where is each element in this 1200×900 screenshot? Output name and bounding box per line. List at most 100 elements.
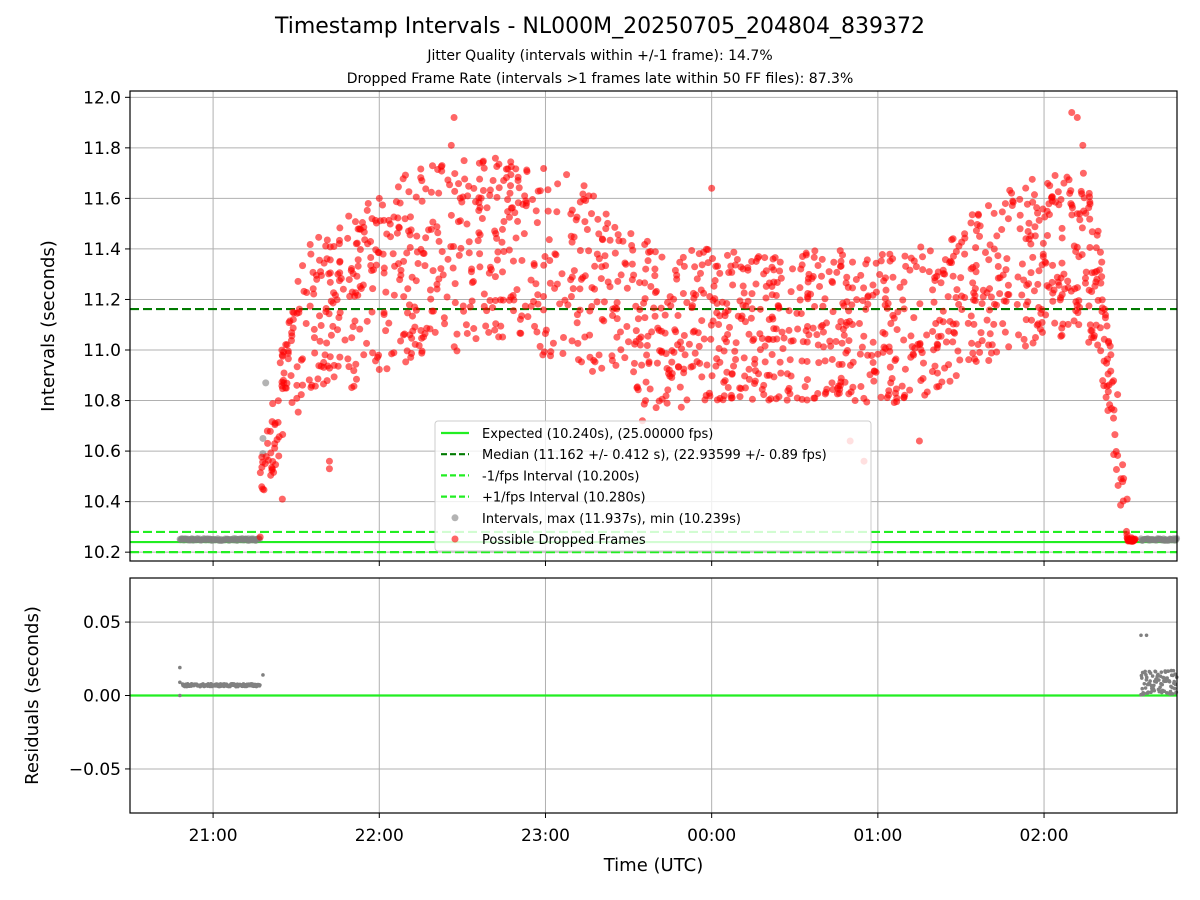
dropped-frame-point: [796, 284, 804, 292]
dropped-frame-point: [845, 307, 853, 315]
dropped-frame-point: [422, 234, 430, 242]
dropped-frame-point: [604, 278, 612, 286]
dropped-frame-point: [672, 328, 680, 336]
dropped-frame-point: [676, 383, 684, 391]
dropped-frame-point: [540, 165, 548, 173]
dropped-frame-point: [505, 213, 513, 221]
legend-label-3: +1/fps Interval (10.280s): [482, 491, 646, 506]
dropped-frame-point: [992, 301, 1000, 309]
dropped-frame-point: [530, 261, 538, 269]
dropped-frame-point: [1049, 297, 1057, 305]
dropped-frame-point: [551, 284, 559, 292]
dropped-frame-point: [348, 288, 356, 296]
dropped-frame-point: [312, 271, 320, 279]
dropped-frame-point: [946, 377, 954, 385]
dropped-frame-point: [1068, 108, 1076, 116]
dropped-frame-point: [733, 255, 741, 263]
dropped-frame-point: [434, 229, 442, 237]
dropped-frame-point: [354, 262, 362, 270]
dropped-frame-point: [1013, 300, 1021, 308]
dropped-frame-point: [1114, 481, 1122, 489]
dropped-frame-point: [803, 357, 811, 365]
dropped-frame-point: [514, 217, 522, 225]
dropped-frame-point: [1023, 200, 1031, 208]
dropped-frame-point: [1082, 268, 1090, 276]
dropped-frame-point: [380, 269, 388, 277]
dropped-frame-point: [422, 185, 430, 193]
dropped-frame-point: [380, 264, 388, 272]
dropped-frame-point: [1111, 431, 1119, 439]
xtick-label: 01:00: [853, 826, 902, 846]
dropped-frame-point: [964, 319, 972, 327]
dropped-frame-point: [998, 226, 1006, 234]
dropped-frame-point: [912, 263, 920, 271]
dropped-frame-point: [1112, 448, 1120, 456]
dropped-frame-point: [1064, 320, 1072, 328]
dropped-frame-point: [256, 469, 264, 477]
residual-point: [1144, 633, 1149, 638]
dropped-frame-point: [1053, 273, 1061, 281]
dropped-frame-point: [640, 400, 648, 408]
dropped-frame-point: [272, 461, 280, 469]
dropped-frame-point: [352, 360, 360, 368]
dropped-frame-point: [934, 341, 942, 349]
dropped-frame-point: [919, 253, 927, 261]
dropped-frame-point: [923, 331, 931, 339]
dropped-frame-point: [1066, 189, 1074, 197]
dropped-frame-point: [409, 327, 417, 335]
dropped-frame-point: [821, 357, 829, 365]
dropped-frame-point: [614, 231, 622, 239]
dropped-frame-point: [799, 253, 807, 261]
dropped-frame-point: [681, 351, 689, 359]
dropped-frame-point: [370, 266, 378, 274]
dropped-frame-point: [383, 365, 391, 373]
dropped-frame-point: [941, 256, 949, 264]
dropped-frame-point: [860, 394, 868, 402]
dropped-frame-point: [352, 240, 360, 248]
dropped-frame-point: [444, 255, 452, 263]
dropped-frame-point: [737, 385, 745, 393]
dropped-frame-point: [485, 328, 493, 336]
dropped-frame-point: [986, 306, 994, 314]
dropped-frame-point: [1049, 261, 1057, 269]
dropped-frame-point: [648, 328, 656, 336]
dropped-frame-point: [688, 246, 696, 254]
dropped-frame-point: [910, 351, 918, 359]
dropped-frame-point: [470, 325, 478, 333]
dropped-frame-point: [457, 244, 465, 252]
legend-label-4: Intervals, max (11.937s), min (10.239s): [482, 512, 741, 527]
dropped-frame-point: [664, 386, 672, 394]
dropped-frame-point: [458, 198, 466, 206]
dropped-frame-point: [297, 391, 305, 399]
dropped-frame-point: [479, 186, 487, 194]
dropped-frame-point: [917, 243, 925, 251]
dropped-frame-point: [507, 293, 515, 301]
dropped-frame-point: [937, 332, 945, 340]
dropped-frame-point: [999, 271, 1007, 279]
dropped-frame-point: [771, 254, 779, 262]
residual-point: [1157, 678, 1161, 682]
dropped-frame-point: [1027, 269, 1035, 277]
dropped-frame-point: [480, 164, 488, 172]
dropped-frame-point: [645, 360, 653, 368]
dropped-frame-point: [1051, 171, 1059, 179]
dropped-frame-point: [1051, 319, 1059, 327]
dropped-frame-point: [408, 312, 416, 320]
residual-point: [1160, 682, 1164, 687]
dropped-frame-point: [335, 314, 343, 322]
dropped-frame-point: [1022, 184, 1030, 192]
dropped-frame-point: [931, 277, 939, 285]
dropped-frame-point: [956, 356, 964, 364]
dropped-frame-point: [885, 343, 893, 351]
dropped-frame-point: [661, 311, 669, 319]
dropped-frame-point: [438, 248, 446, 256]
residual-point: [1154, 680, 1159, 684]
dropped-frame-point: [773, 278, 781, 286]
dropped-frame-point: [497, 322, 505, 330]
dropped-frame-point: [1058, 234, 1066, 242]
dropped-frame-point: [1035, 216, 1043, 224]
dropped-frame-point: [583, 226, 591, 234]
dropped-frame-point: [519, 200, 527, 208]
legend-swatch-5: [451, 535, 459, 543]
dropped-frame-point: [724, 331, 732, 339]
